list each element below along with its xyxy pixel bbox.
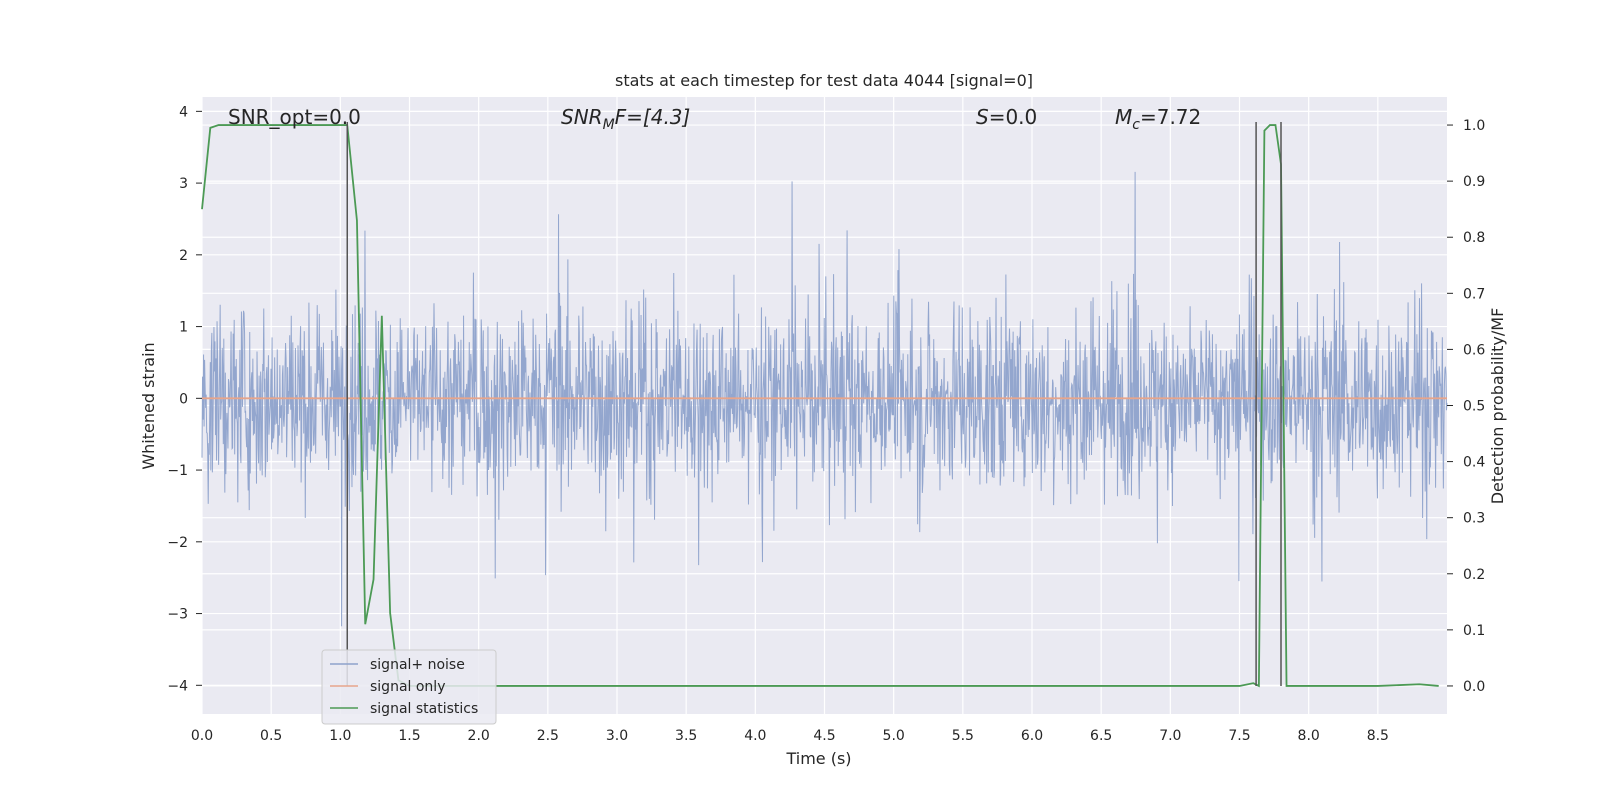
y-tick-label: 3 [179,176,188,192]
x-tick-label: 6.0 [1021,728,1043,744]
y-tick-label: 4 [179,104,188,120]
y-right-tick-label: 0.7 [1463,286,1485,302]
x-tick-label: 3.0 [606,728,628,744]
x-tick-label: 2.5 [537,728,559,744]
y-right-tick-label: 0.3 [1463,511,1485,527]
y-right-tick-label: 0.9 [1463,174,1485,190]
y-axis-right-label: Detection probability/MF [1488,308,1507,505]
x-tick-label: 4.0 [744,728,766,744]
chart-title: stats at each timestep for test data 404… [615,71,1033,90]
annotation-snr-mf-main: SNR [561,105,603,129]
series-signal-statistics [201,124,1439,688]
annotation-mc-sub: c [1132,117,1140,133]
y-right-tick-label: 0.5 [1463,399,1485,415]
legend-box [321,649,497,725]
annotation-mc-rest: =7.72 [1140,105,1201,129]
annotation-s-main: S [976,105,989,129]
series-signal-noise [201,171,1448,627]
y-tick-label: −2 [167,535,188,551]
x-tick-label: 5.0 [883,728,905,744]
x-tick-label: 4.5 [813,728,835,744]
y-tick-label: −4 [167,678,188,694]
y-right-tick-label: 0.1 [1463,623,1485,639]
x-tick-label: 5.5 [952,728,974,744]
annotation-mc-main: M [1115,105,1132,129]
annotation-mc: Mc=7.72 [1115,105,1201,133]
y-right-tick-label: 0.6 [1463,342,1485,358]
x-tick-label: 3.5 [675,728,697,744]
y-right-tick-label: 0.8 [1463,230,1485,246]
x-tick-label: 0.5 [260,728,282,744]
y-right-tick-label: 1.0 [1463,118,1485,134]
y-axis-label: Whitened strain [139,342,158,469]
legend-label-signal-statistics: signal statistics [370,701,478,717]
legend-label-signal-noise: signal+ noise [370,657,465,673]
y-tick-label: −1 [167,463,188,479]
y-right-tick-label: 0.0 [1463,679,1485,695]
y-tick-label: 2 [179,248,188,264]
y-right-tick-label: 0.4 [1463,455,1485,471]
x-tick-label: 6.5 [1090,728,1112,744]
x-tick-label: 7.0 [1159,728,1181,744]
x-tick-label: 1.5 [398,728,420,744]
x-tick-label: 2.0 [468,728,490,744]
annotation-snr-mf-rest: F=[4.3] [615,105,691,129]
annotation-snr-mf: SNRMF=[4.3] [561,105,690,133]
y-tick-label: −3 [167,607,188,623]
x-tick-label: 7.5 [1228,728,1250,744]
annotation-snr-opt: SNR_opt=0.0 [228,105,361,129]
x-tick-label: 8.0 [1298,728,1320,744]
annotation-s: S=0.0 [976,105,1037,129]
annotation-snr-mf-sub: M [603,117,615,133]
y-right-tick-label: 0.2 [1463,567,1485,583]
x-tick-label: 1.0 [329,728,351,744]
annotation-s-rest: =0.0 [989,105,1038,129]
x-axis-label: Time (s) [785,749,851,768]
legend-label-signal-only: signal only [370,679,445,695]
y-tick-label: 0 [179,391,188,407]
legend: signal+ noise signal only signal statist… [321,649,497,725]
x-tick-label: 8.5 [1367,728,1389,744]
y-tick-label: 1 [179,320,188,336]
x-tick-label: 0.0 [191,728,213,744]
